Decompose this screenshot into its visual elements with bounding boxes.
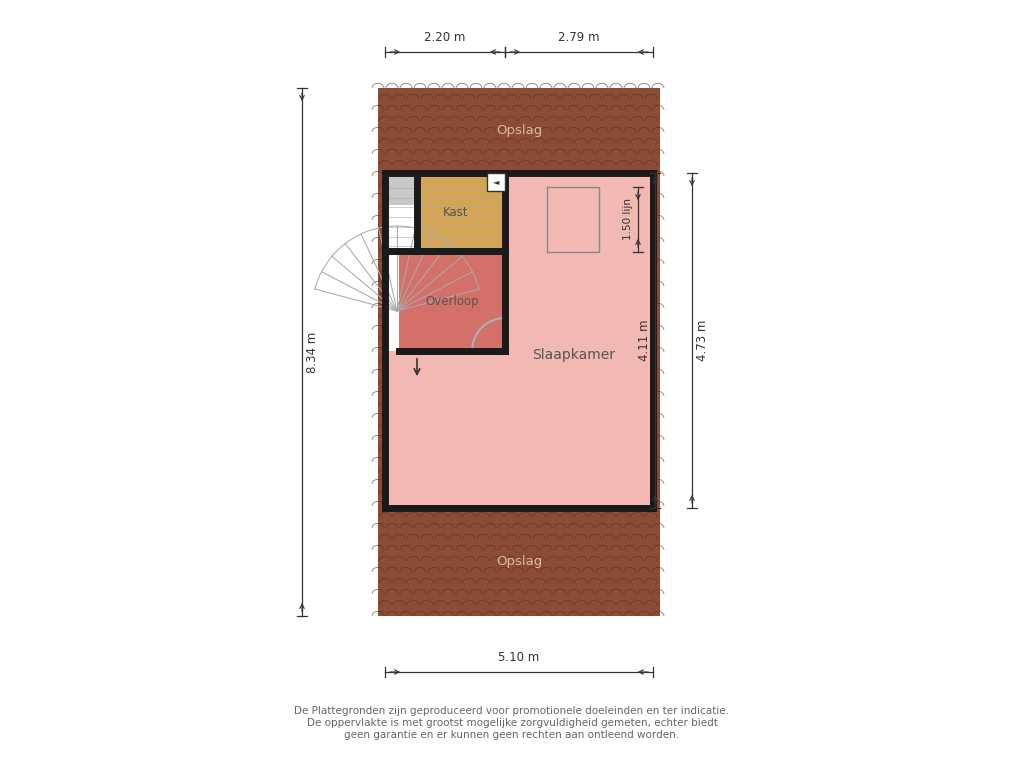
Text: Kast: Kast [443,206,469,219]
Text: 8.34 m: 8.34 m [305,331,318,372]
Text: 1.50 lijn: 1.50 lijn [623,198,633,240]
Text: 4.73 m: 4.73 m [695,319,709,361]
Bar [547,187,599,252]
Text: Opslag: Opslag [496,124,542,137]
Text: De Plattegronden zijn geproduceerd voor promotionele doeleinden en ter indicatie: De Plattegronden zijn geproduceerd voor … [295,707,729,740]
Bar [385,351,505,508]
Text: Opslag: Opslag [496,555,542,568]
Text: Overloop: Overloop [425,294,479,307]
Bar [417,173,505,251]
Bar [385,173,653,508]
Text: 2.20 m: 2.20 m [424,31,466,44]
Text: Slaapkamer: Slaapkamer [532,349,615,362]
Text: ◄: ◄ [493,177,500,187]
Text: 5.10 m: 5.10 m [499,651,540,664]
Bar [399,251,505,351]
Bar [385,173,505,508]
Bar [378,88,660,616]
Text: 2.79 m: 2.79 m [558,31,600,44]
Text: 4.11 m: 4.11 m [639,319,651,361]
Bar [487,173,505,191]
Bar [385,173,417,205]
